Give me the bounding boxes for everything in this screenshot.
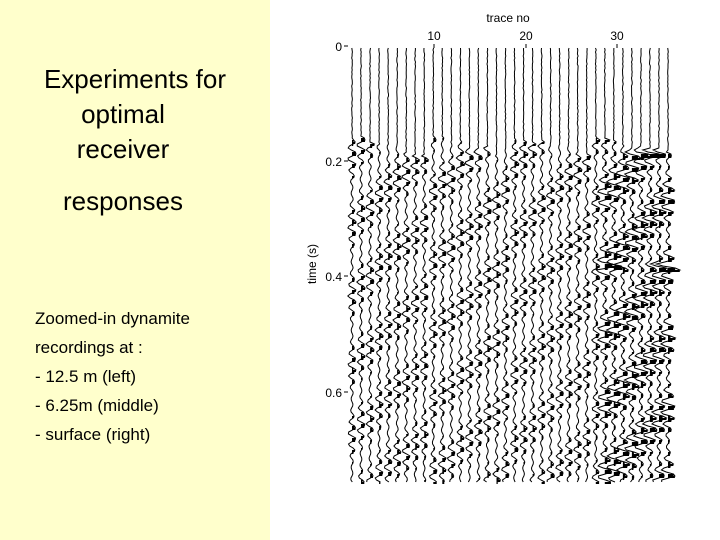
seismic-trace-fill — [460, 142, 465, 464]
seismic-trace — [419, 47, 430, 483]
seismic-trace-fill — [577, 158, 582, 480]
seismic-trace — [428, 47, 439, 483]
seismic-traces — [347, 47, 682, 484]
seismic-trace-fill — [478, 156, 483, 480]
seismic-trace — [374, 47, 384, 483]
seismic-trace — [590, 47, 601, 483]
seismic-trace — [554, 47, 565, 483]
y-axis-label: time (s) — [305, 244, 319, 284]
slide-body-text: Zoomed-in dynamite recordings at : - 12.… — [35, 304, 190, 449]
seismic-trace-fill — [640, 154, 653, 478]
seismic-trace — [383, 47, 394, 483]
slide-title-line-2: optimal — [81, 99, 165, 129]
left-panel: Experiments for optimal receiver respons… — [0, 0, 270, 540]
seismic-trace — [545, 47, 556, 482]
y-tick-label: 0 — [335, 40, 342, 54]
seismic-trace-fill — [433, 138, 438, 484]
seismic-trace-fill — [532, 144, 537, 476]
seismic-trace — [446, 47, 457, 483]
seismic-trace — [632, 47, 655, 483]
seismic-trace-fill — [668, 154, 680, 478]
seismic-trace-fill — [631, 156, 641, 480]
seismic-trace — [518, 47, 529, 483]
seismic-trace — [455, 47, 466, 483]
seismic-trace-fill — [451, 156, 456, 478]
seismic-trace — [527, 47, 538, 483]
x-ticks — [433, 44, 618, 48]
seismic-trace — [654, 47, 682, 482]
body-line: - surface (right) — [35, 425, 151, 444]
x-tick-label: 10 — [427, 29, 441, 43]
seismic-trace — [509, 47, 520, 483]
y-ticks — [344, 45, 348, 393]
seismic-trace-fill — [659, 154, 670, 478]
seismic-section-image: trace no 10 20 30 0 0.2 0.4 0.6 time (s) — [305, 11, 682, 484]
seismic-trace — [392, 47, 403, 483]
seismic-trace-fill — [361, 138, 366, 484]
seismic-trace — [500, 47, 511, 483]
seismic-trace — [347, 47, 357, 483]
seismic-trace — [464, 47, 475, 483]
seismic-trace-fill — [523, 142, 528, 464]
seismic-trace — [491, 47, 502, 483]
body-line: - 12.5 m (left) — [35, 367, 137, 386]
seismic-trace-fill — [370, 144, 375, 478]
seismic-trace-fill — [514, 140, 519, 464]
seismic-trace-fill — [424, 158, 429, 482]
seismic-trace — [401, 48, 412, 483]
seismic-trace-fill — [568, 154, 573, 476]
seismic-trace-fill — [541, 142, 546, 484]
seismic-trace-fill — [406, 158, 411, 470]
seismic-trace-fill — [415, 158, 420, 470]
seismic-trace — [473, 47, 484, 483]
seismic-trace-fill — [496, 160, 501, 484]
seismic-trace-fill — [352, 140, 357, 464]
seismic-trace — [641, 47, 661, 483]
y-tick-label: 0.4 — [325, 270, 342, 284]
seismic-trace — [649, 48, 671, 483]
seismic-trace-fill — [550, 156, 555, 478]
seismic-trace — [581, 48, 592, 483]
seismic-trace-fill — [595, 138, 600, 484]
seismic-trace — [356, 47, 366, 483]
x-axis-label: trace no — [486, 11, 530, 25]
seismic-trace-fill — [604, 140, 617, 484]
seismic-trace — [536, 47, 547, 483]
seismic-trace — [563, 47, 574, 483]
body-line: - 6.25m (middle) — [35, 396, 159, 415]
seismic-trace — [365, 47, 376, 483]
seismic-trace-fill — [379, 152, 384, 484]
seismic-trace — [623, 48, 642, 483]
slide-title-line-1: Experiments for — [43, 64, 227, 94]
slide-title-line-3: receiver — [76, 134, 170, 164]
seismic-trace — [572, 47, 583, 483]
seismic-trace — [409, 48, 421, 483]
seismic-trace-fill — [397, 154, 402, 478]
x-tick-label: 30 — [610, 29, 624, 43]
seismic-trace-fill — [613, 142, 623, 476]
body-line: Zoomed-in dynamite — [35, 309, 190, 328]
seismic-trace-fill — [622, 154, 631, 480]
x-tick-label: 20 — [519, 29, 533, 43]
seismic-trace-fill — [649, 154, 660, 478]
y-tick-label: 0.2 — [325, 155, 342, 169]
body-line: recordings at : — [35, 338, 143, 357]
slide-title-line-4: responses — [63, 186, 183, 216]
seismic-trace — [482, 47, 493, 483]
y-tick-label: 0.6 — [325, 386, 342, 400]
seismic-trace-fill — [442, 138, 447, 484]
